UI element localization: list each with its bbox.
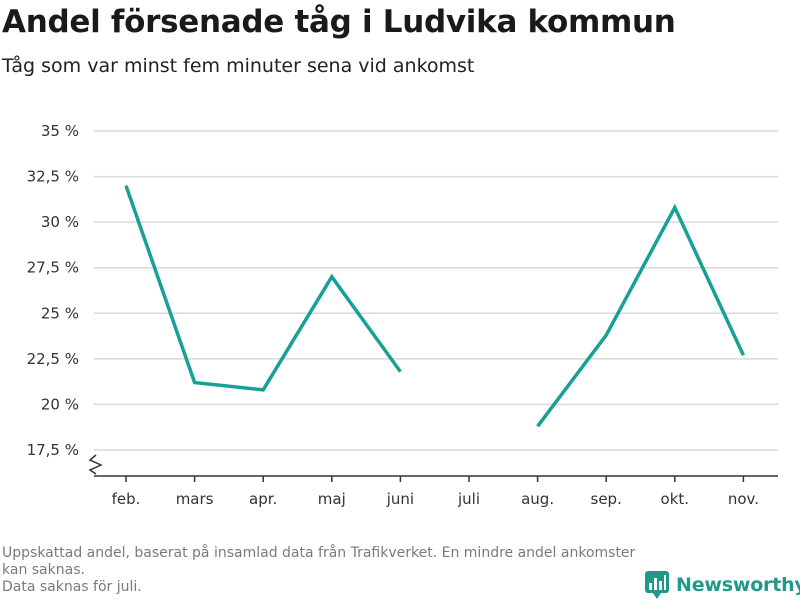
grid-lines bbox=[94, 130, 778, 451]
brand-logo: Newsworthy bbox=[644, 570, 800, 600]
series-line bbox=[124, 185, 402, 392]
footnote-source: Uppskattad andel, baserat på insamlad da… bbox=[2, 545, 636, 578]
brand-name: Newsworthy bbox=[676, 574, 800, 596]
x-tick-label: nov. bbox=[728, 490, 759, 508]
x-tick-label: juni bbox=[386, 490, 414, 508]
y-tick-label: 17,5 % bbox=[27, 441, 79, 459]
x-tick-label: aug. bbox=[521, 490, 554, 508]
footnote-missing-data: Data saknas för juli. bbox=[2, 579, 142, 595]
y-tick-label: 20 % bbox=[41, 395, 79, 413]
x-axis-ticks: feb. mars apr. maj juni juli aug. sep. okt. nov. bbox=[112, 476, 759, 508]
series-line bbox=[536, 203, 745, 428]
y-tick-label: 35 % bbox=[41, 122, 79, 140]
x-tick-label: okt. bbox=[661, 490, 690, 508]
y-tick-label: 25 % bbox=[41, 304, 79, 322]
y-axis-ticks: 17,5 % 20 % 22,5 % 25 % 27,5 % 30 % 32,5 % 35 % bbox=[27, 122, 79, 459]
x-tick-label: maj bbox=[318, 490, 346, 508]
series-lines bbox=[124, 185, 745, 428]
footnote: Uppskattad andel, baserat på insamlad da… bbox=[2, 545, 642, 596]
y-tick-label: 30 % bbox=[41, 213, 79, 231]
x-tick-label: feb. bbox=[112, 490, 141, 508]
x-axis bbox=[88, 454, 778, 477]
chart-title: Andel försenade tåg i Ludvika kommun bbox=[2, 4, 676, 40]
newsworthy-logo-icon bbox=[645, 571, 669, 599]
x-tick-label: mars bbox=[176, 490, 214, 508]
x-tick-label: sep. bbox=[591, 490, 622, 508]
axis-break-icon bbox=[88, 454, 103, 475]
y-tick-label: 27,5 % bbox=[27, 259, 79, 277]
x-tick-label: juli bbox=[457, 490, 480, 508]
y-tick-label: 32,5 % bbox=[27, 168, 79, 186]
chart-subtitle: Tåg som var minst fem minuter sena vid a… bbox=[2, 55, 475, 77]
y-tick-label: 22,5 % bbox=[27, 350, 79, 368]
x-tick-label: apr. bbox=[249, 490, 277, 508]
